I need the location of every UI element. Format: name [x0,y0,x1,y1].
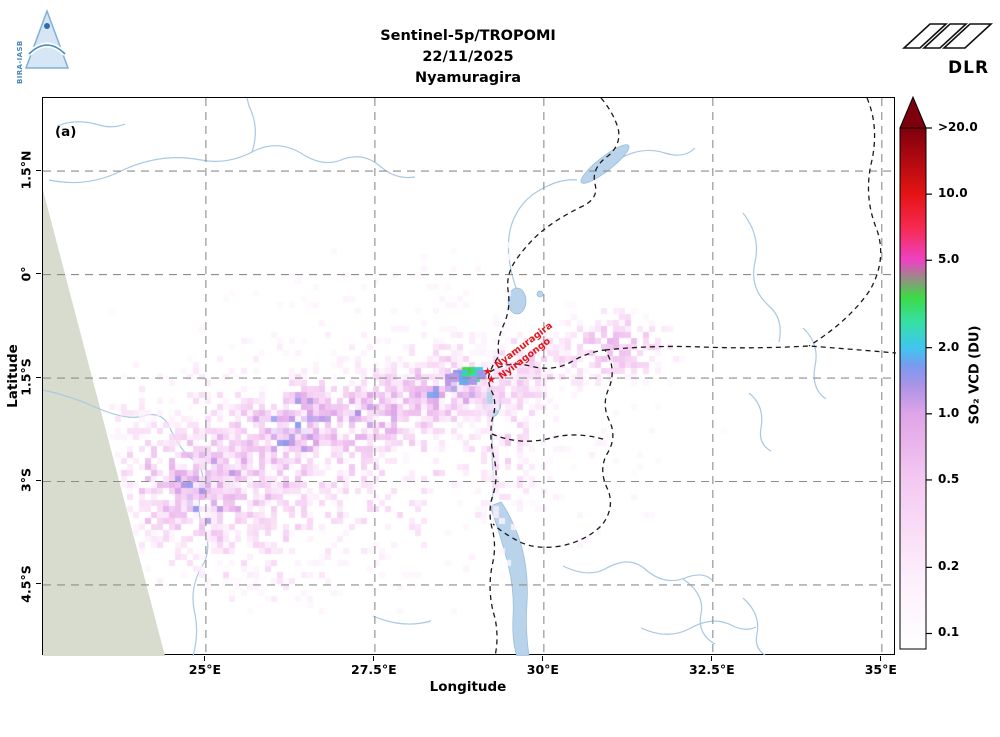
border-rwanda-burundi-internal [491,433,607,442]
colorbar-tick-label: 0.2 [938,559,960,574]
dlr-logo-text: DLR [948,58,990,78]
title-volcano: Nyamuragira [414,70,522,86]
colorbar [899,95,932,650]
x-tick-label: 35°E [864,662,897,677]
y-tick-label: 1.5°N [18,150,34,190]
map-overlay [43,98,896,656]
x-tick-mark [204,656,206,661]
map-plot-area: ★ Nyamuragira ★ Nyiragongo (a) [42,97,896,656]
y-tick-label: 3°S [18,468,34,493]
x-tick-label: 30°E [526,662,559,677]
y-tick-mark [36,583,41,585]
bira-iasb-logo: BIRA-IASB [14,8,84,94]
colorbar-tick-label: 10.0 [938,186,968,201]
gridlines [43,98,896,656]
x-tick-label: 25°E [188,662,221,677]
colorbar-arrow [899,95,927,129]
dlr-logo-mark [901,23,994,49]
x-axis-label: Longitude [429,679,507,695]
y-tick-mark [36,376,41,378]
colorbar-axis-label: SO₂ VCD (DU) [967,325,983,425]
x-tick-mark [373,656,375,661]
figure-title-block: Sentinel-5p/TROPOMI 22/11/2025 Nyamuragi… [268,26,668,89]
y-tick-label: 0° [18,266,34,282]
border-rwanda-burundi-outline [489,349,614,548]
colorbar-tick-label: >20.0 [938,120,978,134]
colorbar-bar [899,127,927,650]
y-tick-mark [36,273,41,275]
border-drc-east [487,98,620,656]
x-tick-label: 32.5°E [688,662,735,677]
border-uganda-tanzania [604,345,896,354]
y-tick-mark [36,169,41,171]
colorbar-tick-label: 1.0 [938,405,960,420]
so2-plume-layer [43,98,896,656]
colorbar-tick-label: 2.0 [938,339,960,354]
y-tick-label: 4.5°S [18,565,34,603]
x-tick-mark [880,656,882,661]
colorbar-tick-marks [926,127,932,635]
x-tick-mark [542,656,544,661]
bira-iasb-logo-text: BIRA-IASB [16,40,24,84]
title-date: 22/11/2025 [422,49,514,65]
colorbar-tick-label: 0.1 [938,625,960,640]
panel-label: (a) [55,124,77,140]
x-tick-mark [711,656,713,661]
border-uganda-kenya [808,98,882,347]
y-tick-label: 1.5°S [18,358,34,396]
colorbar-tick-label: 5.0 [938,252,960,267]
title-mission: Sentinel-5p/TROPOMI [380,28,556,44]
country-borders [487,98,896,656]
bira-iasb-logo-mark [24,8,70,69]
dlr-logo: DLR [900,14,996,80]
x-tick-label: 27.5°E [351,662,397,677]
colorbar-tick-label: 0.5 [938,471,960,486]
y-tick-mark [36,479,41,481]
